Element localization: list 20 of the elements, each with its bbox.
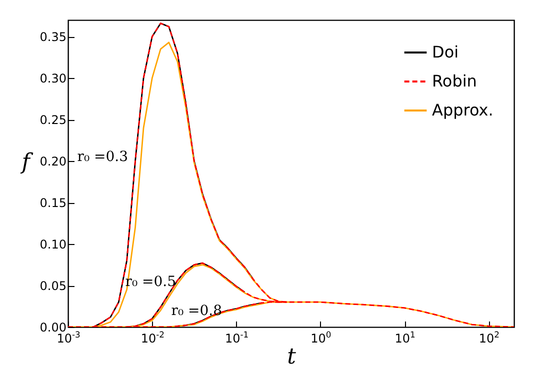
- y-tick-label: 0.05: [40, 279, 66, 294]
- legend-label: Doi: [432, 42, 459, 62]
- annotation: r₀ =0.8: [171, 303, 222, 319]
- y-axis-title: f: [20, 150, 34, 175]
- y-tick-label: 0.10: [40, 238, 66, 252]
- y-tick-label: 0.30: [40, 72, 66, 86]
- annotation: r₀ =0.3: [77, 149, 128, 165]
- y-tick-label: 0.00: [40, 320, 66, 334]
- legend-label: Approx.: [432, 100, 494, 120]
- legend-label: Robin: [432, 72, 477, 90]
- x-tick-label: 10$^{1}$: [394, 330, 416, 346]
- y-tick-label: 0.25: [40, 113, 66, 128]
- y-tick-label: 0.35: [40, 30, 66, 44]
- y-tick-label: 0.15: [40, 196, 66, 210]
- x-tick-label: 10$^{0}$: [310, 330, 332, 346]
- x-tick-label: 10$^{-2}$: [140, 330, 164, 346]
- x-tick-label: 10$^{2}$: [478, 330, 500, 346]
- y-tick-label: 0.20: [40, 154, 66, 169]
- x-axis-title: t: [287, 344, 296, 370]
- x-tick-label: 10$^{-1}$: [224, 330, 249, 346]
